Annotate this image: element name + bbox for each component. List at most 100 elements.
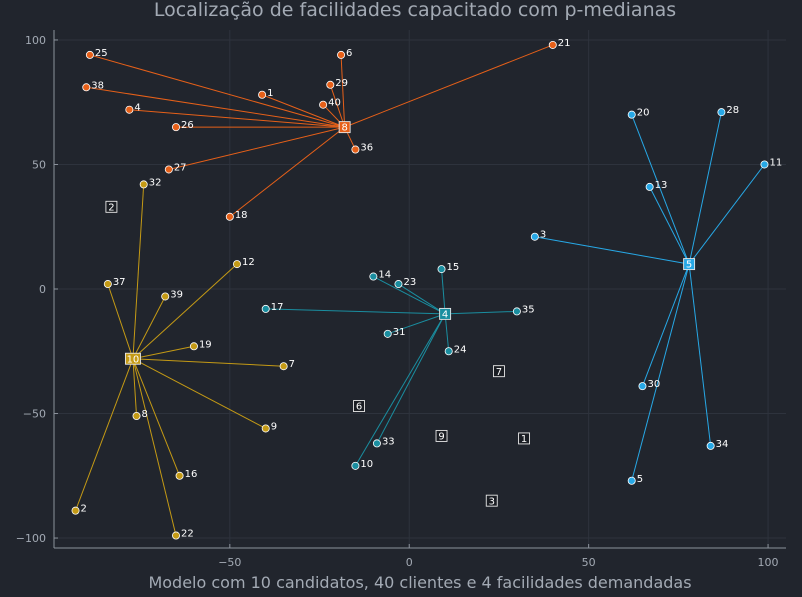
client-point — [175, 471, 184, 480]
assignment-line — [688, 112, 722, 265]
client-label: 36 — [360, 143, 373, 154]
client-label: 18 — [235, 210, 248, 221]
client-label: 15 — [447, 262, 460, 273]
client-label: 10 — [360, 459, 373, 470]
assignment-line — [398, 283, 446, 315]
client-point — [164, 165, 173, 174]
client-point — [319, 100, 328, 109]
client-label: 16 — [185, 469, 198, 480]
client-label: 22 — [181, 529, 194, 540]
assignment-line — [132, 263, 238, 360]
facility-marker — [518, 432, 531, 445]
client-point — [261, 424, 270, 433]
assignment-line — [340, 54, 346, 128]
client-point — [161, 292, 170, 301]
assignment-line — [132, 184, 145, 359]
axes — [53, 30, 786, 549]
client-label: 19 — [199, 339, 212, 350]
client-label: 32 — [149, 177, 162, 188]
client-label: 24 — [454, 344, 467, 355]
client-label: 33 — [382, 436, 395, 447]
assignment-line — [261, 94, 345, 128]
y-tick-label: 100 — [25, 34, 46, 47]
client-point — [326, 80, 335, 89]
client-point — [171, 531, 180, 540]
y-tick-label: −100 — [16, 532, 46, 545]
client-point — [225, 212, 234, 221]
assignment-line — [132, 358, 284, 367]
client-label: 38 — [91, 80, 104, 91]
chart-title: Localização de facilidades capacitado co… — [154, 0, 676, 21]
client-label: 35 — [522, 304, 535, 315]
client-point — [189, 342, 198, 351]
client-label: 39 — [170, 289, 183, 300]
assignment-line — [387, 313, 446, 335]
assignment-line — [344, 44, 553, 128]
y-tick-label: −50 — [23, 408, 46, 421]
assignment-line — [329, 84, 346, 128]
client-label: 27 — [174, 162, 187, 173]
assignment-line — [631, 114, 690, 265]
client-label: 34 — [716, 439, 729, 450]
client-label: 2 — [81, 504, 87, 515]
client-point — [394, 280, 403, 289]
assignment-line — [649, 186, 690, 265]
client-label: 29 — [335, 78, 348, 89]
client-point — [706, 441, 715, 450]
facility-marker — [105, 200, 118, 213]
client-point — [627, 110, 636, 119]
client-point — [645, 182, 654, 191]
client-label: 28 — [726, 105, 739, 116]
client-label: 25 — [95, 48, 108, 59]
assignment-line — [376, 313, 446, 444]
x-tick-label: 100 — [758, 556, 779, 569]
facility-label: 5 — [686, 260, 692, 271]
client-point — [351, 145, 360, 154]
facility-marker — [485, 494, 498, 507]
client-label: 6 — [346, 48, 352, 59]
assignment-line — [86, 86, 345, 128]
client-point — [548, 40, 557, 49]
assignment-line — [107, 283, 134, 359]
client-point — [369, 272, 378, 281]
client-point — [139, 180, 148, 189]
client-point — [627, 476, 636, 485]
assignment-line — [132, 358, 266, 429]
assignment-line — [631, 263, 690, 481]
client-label: 14 — [378, 270, 391, 281]
client-label: 20 — [637, 108, 650, 119]
client-point — [103, 280, 112, 289]
client-point — [232, 260, 241, 269]
facility-label: 4 — [442, 310, 448, 321]
assignment-line — [445, 310, 517, 315]
facility-label: 7 — [496, 367, 502, 378]
facility-marker — [439, 307, 452, 320]
facility-marker — [353, 400, 365, 412]
facility-marker — [338, 121, 351, 134]
client-point — [125, 105, 134, 114]
assignment-line — [444, 313, 450, 352]
client-label: 23 — [403, 277, 416, 288]
client-point — [444, 347, 453, 356]
assignment-line — [132, 296, 166, 359]
client-point — [279, 362, 288, 371]
client-point — [512, 307, 521, 316]
client-label: 26 — [181, 120, 194, 131]
assignment-line — [534, 236, 690, 265]
facility-marker — [492, 365, 505, 378]
client-label: 21 — [558, 38, 571, 49]
client-point — [85, 50, 94, 59]
x-tick-label: −50 — [218, 556, 241, 569]
facility-marker — [124, 352, 141, 365]
facility-marker — [435, 429, 448, 442]
client-points — [71, 40, 769, 540]
client-label: 8 — [142, 409, 148, 420]
client-point — [717, 108, 726, 117]
assignment-line — [354, 313, 446, 467]
client-label: 30 — [647, 379, 660, 390]
client-label: 37 — [113, 277, 126, 288]
